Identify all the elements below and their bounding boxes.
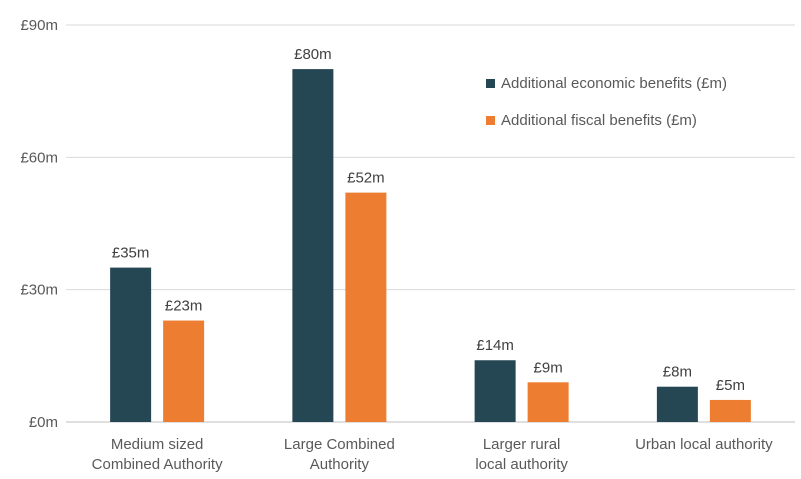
data-label: £23m: [165, 298, 203, 315]
bar-fiscal: [163, 320, 205, 422]
data-label: £9m: [534, 359, 563, 376]
legend-swatch: [486, 79, 495, 88]
bars: [110, 69, 751, 422]
data-labels: £35m £23m £80m £52m £14m £9m £8m £5m: [112, 46, 745, 394]
legend-label: Additional economic benefits (£m): [501, 75, 727, 92]
y-tick-label: £90m: [20, 17, 58, 34]
x-axis-categories: Medium sized Combined Authority Large Comb…: [92, 436, 773, 473]
y-tick-label: £30m: [20, 282, 58, 299]
bar-fiscal: [527, 382, 569, 422]
data-label: £35m: [112, 245, 150, 262]
legend: Additional economic benefits (£m) Additio…: [486, 75, 727, 129]
y-axis-ticks: £0m £30m £60m £90m: [20, 17, 58, 431]
category-label: Large Combined: [284, 436, 395, 453]
data-label: £5m: [716, 377, 745, 394]
bar-economic: [474, 360, 516, 422]
category-label: Combined Authority: [92, 456, 223, 473]
category-label: Larger rural: [483, 436, 561, 453]
bar-fiscal: [709, 399, 751, 422]
bar-economic: [656, 386, 698, 422]
legend-swatch: [486, 116, 495, 125]
bar-economic: [110, 267, 152, 422]
data-label: £8m: [663, 364, 692, 381]
data-label: £80m: [294, 46, 332, 63]
category-label: Medium sized: [111, 436, 204, 453]
legend-label: Additional fiscal benefits (£m): [501, 112, 697, 129]
bar-economic: [292, 69, 334, 422]
bar-fiscal: [345, 192, 387, 422]
data-label: £14m: [476, 337, 514, 354]
data-label: £52m: [347, 170, 385, 187]
category-label: Urban local authority: [635, 436, 773, 453]
y-tick-label: £0m: [29, 414, 58, 431]
category-label: local authority: [475, 456, 568, 473]
category-label: Authority: [310, 456, 370, 473]
y-tick-label: £60m: [20, 149, 58, 166]
